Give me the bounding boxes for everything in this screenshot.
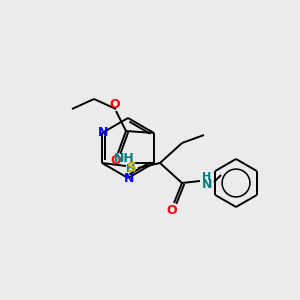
Text: N: N [98,127,108,140]
Text: S: S [127,161,137,175]
Text: O: O [167,203,177,217]
Text: N: N [202,178,212,191]
Text: H: H [126,164,136,174]
Text: O: O [111,154,121,166]
Text: N: N [124,172,134,184]
Text: O: O [110,98,120,110]
Text: NH: NH [114,152,134,166]
Text: H: H [202,172,211,182]
